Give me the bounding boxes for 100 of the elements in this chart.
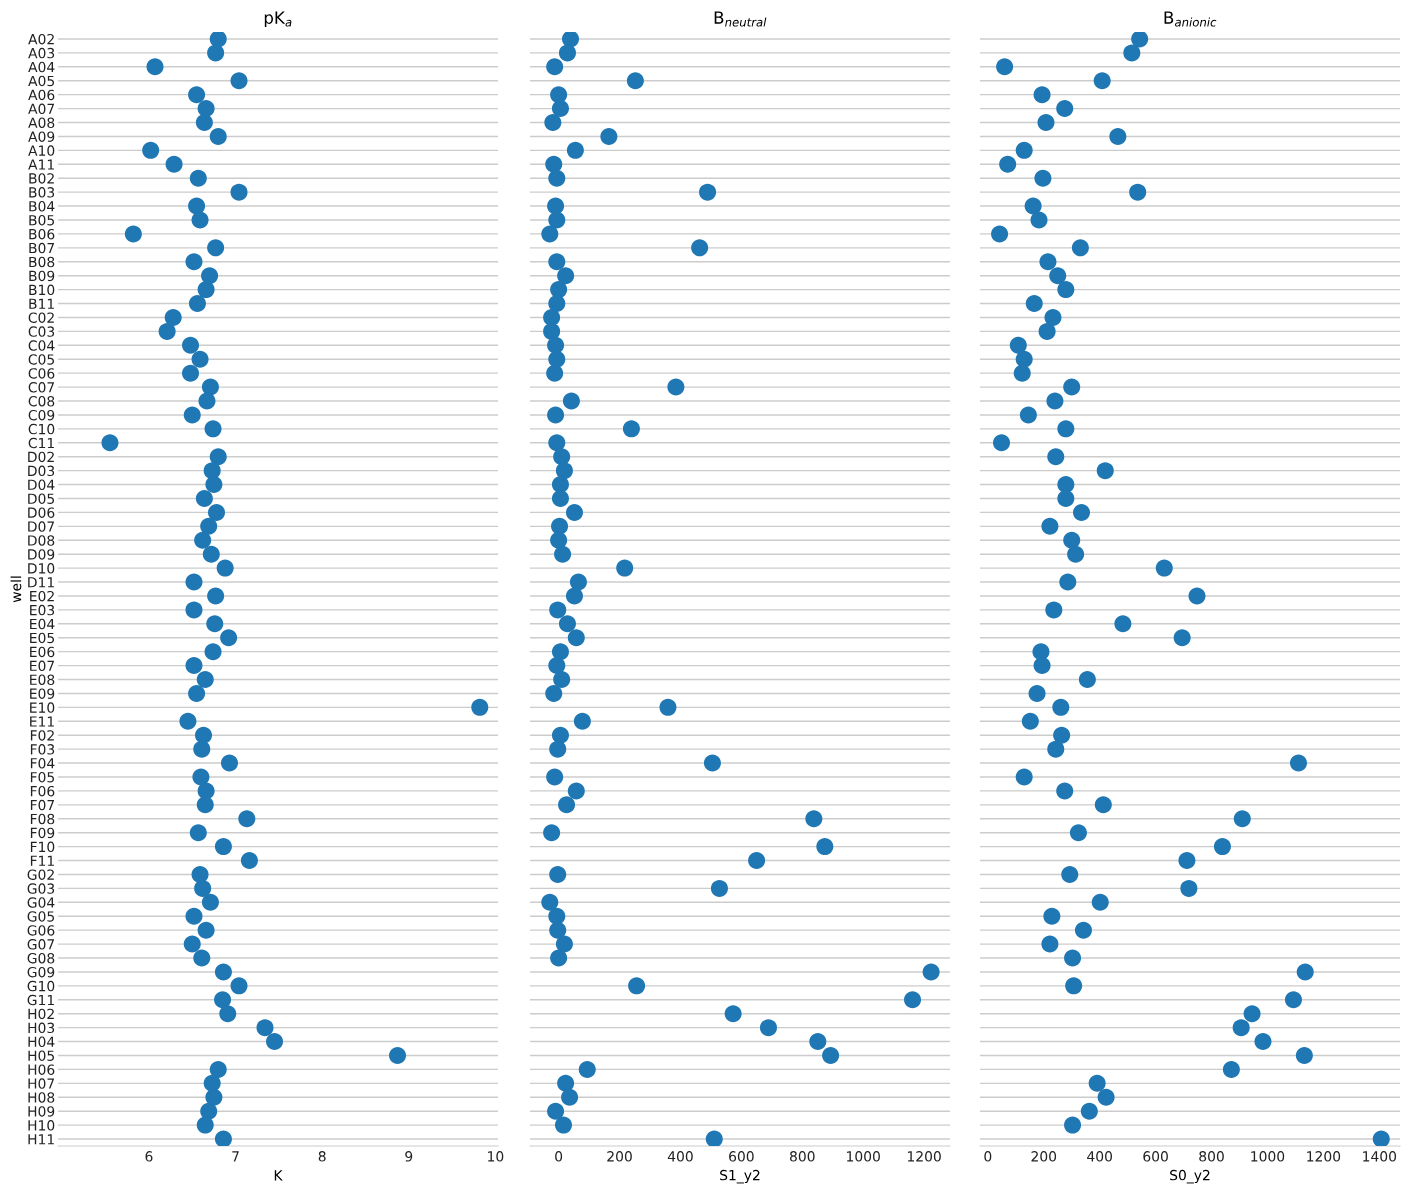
y-tick-label: C03 [28, 326, 55, 337]
y-tick-label: E06 [30, 646, 55, 658]
y-tick-label: D11 [28, 577, 54, 588]
x-tick-label: 600 [1143, 1151, 1168, 1162]
y-tick-label: A04 [28, 61, 55, 73]
y-tick-label: H04 [28, 1036, 55, 1048]
x-tick-label: 1400 [1363, 1151, 1397, 1162]
x-tick-label: 7 [232, 1151, 239, 1162]
y-tick-label: C10 [28, 423, 55, 435]
y-tick-label: F11 [30, 855, 54, 866]
y-tick-label: C11 [28, 437, 54, 449]
y-tick-label: A05 [28, 75, 55, 87]
y-tick-label: D05 [28, 493, 55, 504]
chart-title: pK$_{a}$ [264, 11, 292, 28]
y-tick-label: D08 [28, 535, 55, 546]
x-tick-label: 200 [607, 1151, 632, 1162]
x-tick-label: 0 [555, 1151, 563, 1162]
y-tick-label: A02 [28, 33, 54, 45]
y-tick-label: H02 [28, 1008, 54, 1020]
y-tick-label: B05 [29, 214, 55, 226]
x-tick-label: 1200 [1307, 1151, 1341, 1162]
y-tick-label: G09 [27, 966, 55, 978]
y-tick-label: D02 [28, 451, 54, 463]
y-tick-label: B11 [29, 298, 54, 309]
x-axis-title: K [274, 1170, 283, 1181]
y-tick-label: H06 [28, 1064, 55, 1075]
x-tick-label: 1000 [847, 1151, 880, 1162]
y-tick-label: C07 [28, 382, 55, 393]
y-tick-label: C08 [28, 395, 55, 407]
y-tick-label: B02 [29, 173, 54, 184]
y-tick-label: B10 [29, 284, 55, 296]
y-tick-label: G05 [27, 911, 55, 922]
x-tick-label: 200 [1031, 1151, 1057, 1162]
y-tick-label: B04 [29, 201, 55, 212]
y-tick-label: A09 [28, 131, 55, 142]
y-tick-label: F08 [30, 813, 55, 825]
y-tick-label: H08 [28, 1092, 55, 1103]
y-tick-label: E10 [30, 702, 55, 713]
x-tick-label: 9 [405, 1151, 413, 1162]
y-tick-label: H09 [28, 1106, 55, 1117]
y-tick-label: H11 [28, 1134, 54, 1145]
y-tick-label: D04 [28, 479, 55, 491]
y-tick-label: A08 [28, 117, 55, 128]
x-tick-label: 8 [318, 1151, 326, 1162]
y-tick-label: E07 [30, 660, 55, 672]
y-tick-label: G10 [27, 980, 55, 992]
y-tick-label: G02 [27, 869, 54, 880]
x-axis-title: S0_y2 [1170, 1169, 1210, 1184]
y-tick-label: B03 [29, 187, 55, 198]
y-axis-title: well [10, 576, 22, 603]
y-tick-label: E05 [30, 632, 55, 644]
x-tick-label: 6 [145, 1151, 153, 1162]
x-axis-title: S1_y2 [720, 1169, 760, 1184]
y-tick-label: H03 [28, 1022, 55, 1034]
y-tick-label: A07 [28, 103, 55, 115]
x-tick-label: 1000 [1251, 1151, 1285, 1162]
x-tick-label: 1200 [907, 1151, 941, 1162]
y-tick-label: D09 [28, 549, 55, 560]
x-tick-label: 0 [984, 1151, 992, 1162]
x-tick-label: 800 [789, 1151, 815, 1162]
y-tick-label: F06 [30, 785, 55, 797]
y-tick-label: B08 [29, 256, 55, 268]
y-tick-label: G11 [27, 994, 54, 1006]
y-tick-label: D06 [28, 507, 55, 518]
y-tick-label: H10 [28, 1120, 55, 1131]
y-tick-label: F05 [30, 771, 55, 783]
y-tick-label: D10 [28, 563, 55, 574]
y-tick-label: A10 [28, 145, 55, 156]
x-tick-label: 600 [729, 1151, 754, 1162]
y-tick-label: E03 [30, 604, 55, 616]
y-tick-label: B09 [29, 270, 55, 282]
x-tick-label: 800 [1199, 1151, 1224, 1162]
y-tick-label: A06 [28, 89, 55, 101]
y-tick-label: F04 [30, 758, 55, 769]
x-tick-label: 400 [667, 1151, 693, 1162]
y-tick-label: E02 [30, 590, 54, 602]
x-tick-label: 400 [1087, 1151, 1113, 1162]
y-tick-label: C04 [28, 340, 55, 351]
y-tick-label: E08 [30, 674, 55, 685]
y-tick-label: G03 [27, 883, 55, 894]
y-tick-label: G04 [27, 897, 55, 908]
y-tick-label: G08 [27, 952, 55, 964]
y-tick-label: G07 [27, 939, 55, 950]
y-tick-label: F07 [30, 799, 55, 811]
y-tick-label: H05 [28, 1050, 55, 1061]
y-tick-label: E11 [30, 716, 54, 727]
y-tick-label: C05 [28, 354, 55, 365]
y-tick-label: C06 [28, 368, 55, 379]
y-tick-label: F02 [30, 730, 54, 741]
x-tick-label: 10 [488, 1151, 504, 1162]
y-tick-label: F03 [30, 744, 55, 755]
y-tick-label: A11 [28, 159, 54, 170]
y-tick-label: E04 [30, 618, 55, 630]
y-tick-label: B06 [29, 228, 55, 240]
y-tick-label: A03 [28, 47, 55, 59]
y-tick-label: E09 [30, 688, 55, 699]
y-tick-label: F09 [30, 827, 55, 839]
chart-title: B$_{neutral}$ [714, 11, 767, 27]
y-tick-label: D03 [28, 465, 55, 477]
y-tick-label: H07 [28, 1078, 55, 1089]
